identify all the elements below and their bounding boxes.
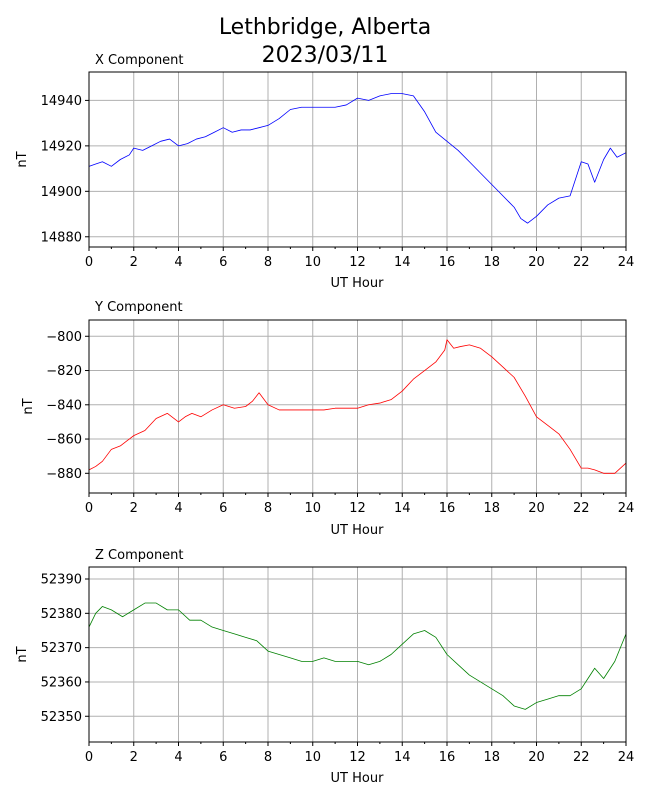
y-component-ytick-label: −820: [46, 364, 82, 379]
z-component-xtick-label: 12: [349, 750, 366, 765]
y-component-panel: Y Component UT Hour nT 0 2 4 6 8 10 12 14 16 18 20…: [21, 300, 634, 538]
x-component-title: X Component: [95, 53, 184, 68]
y-component-xtick-label: 10: [304, 501, 321, 516]
x-component-xtick-label: 0: [85, 255, 93, 270]
y-component-xtick-label: 22: [573, 501, 590, 516]
x-component-xlabel: UT Hour: [331, 276, 385, 291]
y-component-xtick-label: 4: [174, 501, 182, 516]
y-component-series-line: [88, 339, 627, 474]
y-component-xtick-label: 2: [130, 501, 138, 516]
y-component-xtick-label: 12: [349, 501, 366, 516]
z-component-xtick-label: 24: [618, 750, 635, 765]
x-component-xtick-label: 2: [130, 255, 138, 270]
x-component-ytick-label: 14900: [41, 185, 82, 200]
z-component-panel: Z Component UT Hour nT 0 2 4 6 8 10 12 14 16 18 20…: [15, 548, 634, 786]
y-component-grid: [88, 320, 627, 493]
y-component-xtick-label: 24: [618, 501, 635, 516]
z-component-xtick-label: 18: [483, 750, 500, 765]
y-component-ytick-label: −860: [46, 433, 82, 448]
x-component-xtick-label: 12: [349, 255, 366, 270]
z-component-xtick-label: 6: [219, 750, 227, 765]
x-component-xtick-label: 18: [483, 255, 500, 270]
x-component-ytick-label: 14940: [41, 94, 82, 109]
x-component-xtick-label: 16: [439, 255, 456, 270]
x-component-xtick-label: 22: [573, 255, 590, 270]
x-component-series-line: [88, 93, 627, 224]
x-component-xtick-label: 14: [394, 255, 411, 270]
y-component-xtick-label: 18: [483, 501, 500, 516]
x-component-xtick-label: 20: [528, 255, 545, 270]
x-component-ylabel: nT: [15, 151, 30, 167]
y-component-xtick-label: 8: [264, 501, 272, 516]
z-component-ytick-label: 52350: [41, 710, 82, 725]
z-component-xtick-label: 0: [85, 750, 93, 765]
y-component-xlabel: UT Hour: [331, 523, 385, 538]
z-component-title: Z Component: [95, 548, 184, 563]
z-component-ytick-label: 52370: [41, 641, 82, 656]
y-component-xtick-label: 16: [439, 501, 456, 516]
z-component-xlabel: UT Hour: [331, 771, 385, 786]
x-component-xtick-label: 4: [174, 255, 182, 270]
z-component-series-line: [88, 602, 627, 710]
z-component-xtick-label: 2: [130, 750, 138, 765]
y-component-ylabel: nT: [21, 398, 36, 414]
x-component-ytick-label: 14880: [41, 230, 82, 245]
z-component-xtick-label: 22: [573, 750, 590, 765]
figure-title-line2: 2023/03/11: [262, 43, 389, 68]
y-component-xtick-label: 0: [85, 501, 93, 516]
z-component-xtick-label: 14: [394, 750, 411, 765]
z-component-xtick-label: 4: [174, 750, 182, 765]
z-component-ylabel: nT: [15, 646, 30, 662]
y-component-title: Y Component: [94, 300, 183, 315]
y-component-xtick-label: 20: [528, 501, 545, 516]
x-component-xtick-label: 10: [304, 255, 321, 270]
y-component-ytick-label: −800: [46, 330, 82, 345]
z-component-ytick-label: 52380: [41, 607, 82, 622]
z-component-xtick-label: 20: [528, 750, 545, 765]
y-component-ytick-label: −880: [46, 467, 82, 482]
x-component-xtick-label: 24: [618, 255, 635, 270]
figure-title-line1: Lethbridge, Alberta: [219, 15, 431, 40]
z-component-xtick-label: 16: [439, 750, 456, 765]
y-component-xtick-label: 14: [394, 501, 411, 516]
z-component-ytick-label: 52360: [41, 675, 82, 690]
z-component-xtick-label: 8: [264, 750, 272, 765]
y-component-xtick-label: 6: [219, 501, 227, 516]
x-component-panel: X Component UT Hour nT 0 2 4 6 8 10 12 14 16 18 20…: [15, 53, 634, 291]
z-component-grid: [88, 567, 627, 742]
x-component-ytick-label: 14920: [41, 139, 82, 154]
z-component-ytick-label: 52390: [41, 573, 82, 588]
x-component-xtick-label: 6: [219, 255, 227, 270]
x-component-xtick-label: 8: [264, 255, 272, 270]
y-component-ytick-label: −840: [46, 398, 82, 413]
z-component-xtick-label: 10: [304, 750, 321, 765]
